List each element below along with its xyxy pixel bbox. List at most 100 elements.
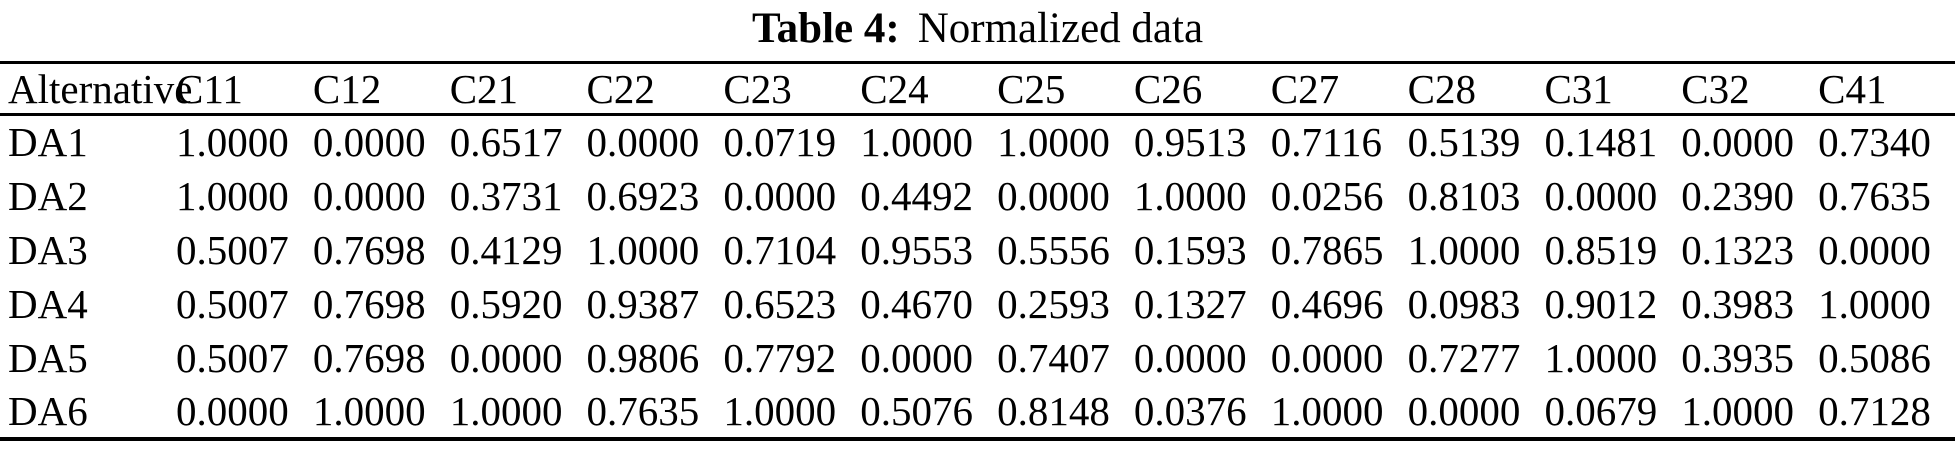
table-cell: 1.0000 <box>1407 226 1521 273</box>
table-cell: 1.0000 <box>176 119 289 166</box>
table-cell: 0.8519 <box>1544 226 1658 273</box>
table-cell: 1.0000 <box>860 119 973 166</box>
table-cell: 0.7792 <box>723 334 837 381</box>
column-header-c21: C21 <box>449 65 519 112</box>
table-cell: 0.0000 <box>176 387 289 434</box>
column-header-c27: C27 <box>1270 65 1340 112</box>
table-cell: 0.7104 <box>723 226 837 273</box>
column-header-alternative: Alternative <box>8 65 193 112</box>
table-cell: 0.1323 <box>1681 226 1795 273</box>
table-cell: 0.0000 <box>312 172 426 219</box>
table-cell: 0.8148 <box>997 387 1110 434</box>
table-cell: 0.0000 <box>1544 172 1658 219</box>
table-caption-text: Normalized data <box>917 5 1204 52</box>
table-cell: 0.7635 <box>1818 172 1931 219</box>
column-header-c24: C24 <box>860 65 929 112</box>
table-cell: 0.0000 <box>860 334 973 381</box>
table-cell: 0.6923 <box>586 172 700 219</box>
row-label: DA2 <box>8 172 88 219</box>
table-cell: 0.0000 <box>997 172 1110 219</box>
table-cell: 1.0000 <box>723 387 837 434</box>
table-cell: 0.9012 <box>1544 280 1658 327</box>
table-cell: 0.0719 <box>723 119 837 166</box>
column-header-c22: C22 <box>586 65 655 112</box>
table-cell: 1.0000 <box>176 172 289 219</box>
table-cell: 0.2593 <box>997 280 1110 327</box>
table-row-da6: DA6 0.0000 1.0000 1.0000 0.7635 1.0000 0.5076 0… <box>0 385 1955 439</box>
table-cell: 0.7277 <box>1407 334 1521 381</box>
table-cell: 0.7340 <box>1818 119 1931 166</box>
table-cell: 0.0679 <box>1544 387 1658 434</box>
table-cell: 0.4129 <box>449 226 563 273</box>
row-label: DA3 <box>8 226 88 273</box>
table-cell: 0.0000 <box>312 119 426 166</box>
table-cell: 0.0000 <box>1133 334 1247 381</box>
table-cell: 0.6517 <box>449 119 563 166</box>
table-cell: 0.5920 <box>449 280 563 327</box>
table-cell: 0.7865 <box>1270 226 1384 273</box>
table-cell: 0.7698 <box>312 334 426 381</box>
table-cell: 0.8103 <box>1407 172 1521 219</box>
table-cell: 0.3983 <box>1681 280 1795 327</box>
table-cell: 1.0000 <box>1818 280 1931 327</box>
table-cell: 1.0000 <box>586 226 700 273</box>
table-cell: 0.0000 <box>723 172 837 219</box>
table-cell: 1.0000 <box>1544 334 1658 381</box>
table-cell: 0.5007 <box>176 226 289 273</box>
table-cell: 0.4670 <box>860 280 973 327</box>
table-cell: 0.0000 <box>449 334 563 381</box>
table-cell: 0.5556 <box>997 226 1110 273</box>
table-cell: 1.0000 <box>997 119 1110 166</box>
table-cell: 0.0000 <box>1407 387 1521 434</box>
table-cell: 0.7116 <box>1270 119 1382 166</box>
table-cell: 0.6523 <box>723 280 837 327</box>
column-header-c31: C31 <box>1544 65 1613 112</box>
table-cell: 0.5007 <box>176 280 289 327</box>
table-row-da4: DA4 0.5007 0.7698 0.5920 0.9387 0.6523 0.4670 0… <box>0 277 1955 331</box>
table-cell: 0.5076 <box>860 387 973 434</box>
table-caption-label: Table 4: <box>751 5 900 52</box>
table-cell: 0.9806 <box>586 334 700 381</box>
table-cell: 0.5007 <box>176 334 289 381</box>
table-row-da2: DA2 1.0000 0.0000 0.3731 0.6923 0.0000 0.4492 0… <box>0 169 1955 223</box>
table-cell: 0.1327 <box>1133 280 1247 327</box>
column-header-c25: C25 <box>997 65 1066 112</box>
table-header-row: Alternative C11 C12 C21 C22 C23 C24 C25 C26 C27 C2… <box>0 63 1955 115</box>
table-cell: 0.3731 <box>449 172 563 219</box>
table-cell: 0.7698 <box>312 226 426 273</box>
table-cell: 0.7128 <box>1818 387 1931 434</box>
column-header-c12: C12 <box>312 65 382 112</box>
row-label: DA4 <box>8 280 88 327</box>
column-header-c41: C41 <box>1818 65 1887 112</box>
table-cell: 0.4696 <box>1270 280 1384 327</box>
table-cell: 0.0376 <box>1133 387 1247 434</box>
table-cell: 0.9387 <box>586 280 700 327</box>
table-cell: 1.0000 <box>312 387 426 434</box>
column-header-c28: C28 <box>1407 65 1476 112</box>
table-cell: 0.0983 <box>1407 280 1521 327</box>
table-cell: 0.0000 <box>1818 226 1931 273</box>
table-cell: 0.3935 <box>1681 334 1795 381</box>
column-header-c11: C11 <box>176 65 243 112</box>
column-header-c23: C23 <box>723 65 792 112</box>
table-cell: 0.5139 <box>1407 119 1521 166</box>
table-cell: 1.0000 <box>1681 387 1795 434</box>
table-cell: 0.7698 <box>312 280 426 327</box>
table-row-da1: DA1 1.0000 0.0000 0.6517 0.0000 0.0719 1.0000 1… <box>0 115 1955 169</box>
table-cell: 0.4492 <box>860 172 973 219</box>
table-cell: 0.1593 <box>1133 226 1247 273</box>
row-label: DA1 <box>8 119 88 166</box>
table-cell: 0.5086 <box>1818 334 1931 381</box>
table-cell: 0.7635 <box>586 387 700 434</box>
table-cell: 0.9513 <box>1133 119 1247 166</box>
table-caption: Table 4: Normalized data <box>0 0 1955 57</box>
table-cell: 0.1481 <box>1544 119 1658 166</box>
table-row-da5: DA5 0.5007 0.7698 0.0000 0.9806 0.7792 0.0000 0… <box>0 331 1955 385</box>
normalized-data-table: Alternative C11 C12 C21 C22 C23 C24 C25 C26 C27 C2… <box>0 61 1955 441</box>
table-cell: 0.0256 <box>1270 172 1384 219</box>
column-header-c32: C32 <box>1681 65 1750 112</box>
table-cell: 0.0000 <box>1681 119 1795 166</box>
row-label: DA5 <box>8 334 88 381</box>
table-cell: 1.0000 <box>1133 172 1247 219</box>
